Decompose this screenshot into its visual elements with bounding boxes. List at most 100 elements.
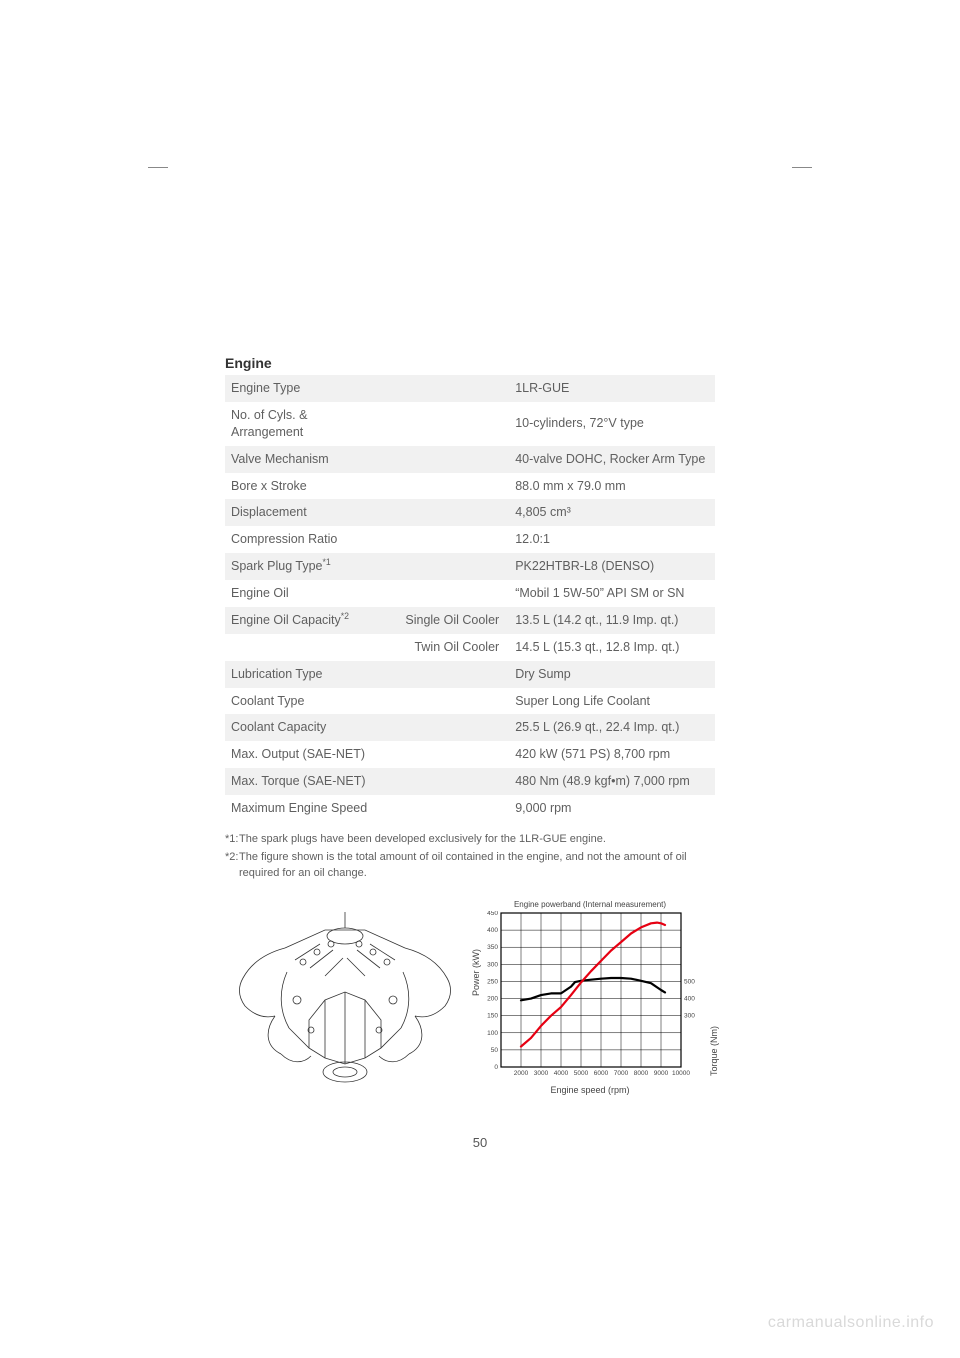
engine-illustration <box>225 900 465 1100</box>
svg-text:9000: 9000 <box>654 1070 669 1077</box>
spec-sublabel <box>382 580 509 607</box>
crop-mark-tl <box>148 167 168 168</box>
table-row: Compression Ratio 12.0:1 <box>225 526 715 553</box>
spec-value: 10-cylinders, 72°V type <box>509 402 715 446</box>
spec-value: “Mobil 1 5W-50” API SM or SN <box>509 580 715 607</box>
footnotes: *1:The spark plugs have been developed e… <box>225 832 715 882</box>
spec-label: Compression Ratio <box>225 526 382 553</box>
table-row: Engine Oil Capacity*2Single Oil Cooler13… <box>225 607 715 634</box>
footnote: *1:The spark plugs have been developed e… <box>225 832 715 848</box>
svg-text:450: 450 <box>487 911 498 917</box>
svg-text:8000: 8000 <box>634 1070 649 1077</box>
spec-value: PK22HTBR-L8 (DENSO) <box>509 553 715 580</box>
powerband-chart: Engine powerband (Internal measurement) … <box>475 900 705 1100</box>
spec-value: 13.5 L (14.2 qt., 11.9 Imp. qt.) <box>509 607 715 634</box>
spec-value: 40-valve DOHC, Rocker Arm Type <box>509 446 715 473</box>
spec-value: Super Long Life Coolant <box>509 688 715 715</box>
footnote-mark: *2: <box>225 850 239 882</box>
svg-text:100: 100 <box>487 1029 498 1036</box>
table-row: Coolant Type Super Long Life Coolant <box>225 688 715 715</box>
table-row: Spark Plug Type*1 PK22HTBR-L8 (DENSO) <box>225 553 715 580</box>
y-right-axis-label: Torque (Nm) <box>709 1026 719 1076</box>
spec-sublabel <box>382 553 509 580</box>
svg-text:300: 300 <box>487 961 498 968</box>
spec-value: 12.0:1 <box>509 526 715 553</box>
spec-label: Spark Plug Type*1 <box>225 553 382 580</box>
svg-text:200: 200 <box>487 995 498 1002</box>
content-column: Engine Engine Type1LR-GUENo. of Cyls. & … <box>225 355 715 1100</box>
svg-text:5000: 5000 <box>574 1070 589 1077</box>
page: Engine Engine Type1LR-GUENo. of Cyls. & … <box>0 0 960 1358</box>
table-row: Engine Oil “Mobil 1 5W-50” API SM or SN <box>225 580 715 607</box>
footnote-text: The figure shown is the total amount of … <box>239 850 715 882</box>
spec-label: Engine Oil <box>225 580 382 607</box>
spec-sublabel <box>382 473 509 500</box>
spec-label: Max. Output (SAE-NET) <box>225 741 382 768</box>
table-row: Bore x Stroke 88.0 mm x 79.0 mm <box>225 473 715 500</box>
table-row: Engine Type 1LR-GUE <box>225 375 715 402</box>
spec-label: Bore x Stroke <box>225 473 382 500</box>
spec-sublabel: Twin Oil Cooler <box>382 634 509 661</box>
spec-sublabel <box>382 446 509 473</box>
spec-label: No. of Cyls. & Arrangement <box>225 402 382 446</box>
svg-text:300: 300 <box>684 1012 695 1019</box>
table-row: Max. Output (SAE-NET) 420 kW (571 PS) 8,7… <box>225 741 715 768</box>
spec-label: Maximum Engine Speed <box>225 795 382 822</box>
table-row: Max. Torque (SAE-NET)480 Nm (48.9 kgf•m)… <box>225 768 715 795</box>
spec-label: Engine Type <box>225 375 382 402</box>
spec-value: 9,000 rpm <box>509 795 715 822</box>
spec-label: Engine Oil Capacity*2 <box>225 607 382 634</box>
spec-value: 1LR-GUE <box>509 375 715 402</box>
spec-label: Valve Mechanism <box>225 446 382 473</box>
chart-title: Engine powerband (Internal measurement) <box>475 900 705 909</box>
spec-label <box>225 634 382 661</box>
footnote-mark: *1: <box>225 832 239 848</box>
svg-text:2000: 2000 <box>514 1070 529 1077</box>
section-title: Engine <box>225 355 715 371</box>
table-row: Twin Oil Cooler14.5 L (15.3 qt., 12.8 Im… <box>225 634 715 661</box>
table-row: No. of Cyls. & Arrangement 10-cylinders, … <box>225 402 715 446</box>
spec-sublabel <box>382 768 509 795</box>
table-row: Maximum Engine Speed 9,000 rpm <box>225 795 715 822</box>
spec-label: Displacement <box>225 499 382 526</box>
svg-text:500: 500 <box>684 978 695 985</box>
svg-text:3000: 3000 <box>534 1070 549 1077</box>
spec-value: 4,805 cm³ <box>509 499 715 526</box>
y-left-axis-label: Power (kW) <box>471 949 481 996</box>
watermark: carmanualsonline.info <box>768 1314 934 1332</box>
spec-sublabel <box>382 499 509 526</box>
footnote: *2:The figure shown is the total amount … <box>225 850 715 882</box>
svg-text:400: 400 <box>487 927 498 934</box>
page-number: 50 <box>0 1135 960 1150</box>
svg-text:400: 400 <box>684 995 695 1002</box>
spec-sublabel <box>382 526 509 553</box>
svg-text:50: 50 <box>491 1047 499 1054</box>
spec-sublabel <box>382 795 509 822</box>
spec-label: Coolant Capacity <box>225 714 382 741</box>
spec-value: 88.0 mm x 79.0 mm <box>509 473 715 500</box>
spec-value: 420 kW (571 PS) 8,700 rpm <box>509 741 715 768</box>
footnote-text: The spark plugs have been developed excl… <box>239 832 606 848</box>
svg-text:10000: 10000 <box>672 1070 690 1077</box>
x-axis-label: Engine speed (rpm) <box>475 1085 705 1095</box>
crop-mark-tr <box>792 167 812 168</box>
figures-row: Engine powerband (Internal measurement) … <box>225 900 715 1100</box>
spec-label: Coolant Type <box>225 688 382 715</box>
table-row: Displacement 4,805 cm³ <box>225 499 715 526</box>
spec-sublabel <box>382 375 509 402</box>
svg-text:0: 0 <box>494 1064 498 1071</box>
table-row: Coolant Capacity 25.5 L (26.9 qt., 22.4 I… <box>225 714 715 741</box>
svg-text:350: 350 <box>487 944 498 951</box>
svg-text:150: 150 <box>487 1012 498 1019</box>
svg-text:4000: 4000 <box>554 1070 569 1077</box>
svg-text:6000: 6000 <box>594 1070 609 1077</box>
spec-value: Dry Sump <box>509 661 715 688</box>
spec-sublabel <box>382 402 509 446</box>
spec-value: 480 Nm (48.9 kgf•m) 7,000 rpm <box>509 768 715 795</box>
svg-text:250: 250 <box>487 978 498 985</box>
spec-value: 25.5 L (26.9 qt., 22.4 Imp. qt.) <box>509 714 715 741</box>
spec-table-body: Engine Type1LR-GUENo. of Cyls. & Arrange… <box>225 375 715 822</box>
spec-sublabel <box>382 688 509 715</box>
spec-value: 14.5 L (15.3 qt., 12.8 Imp. qt.) <box>509 634 715 661</box>
spec-sublabel <box>382 661 509 688</box>
